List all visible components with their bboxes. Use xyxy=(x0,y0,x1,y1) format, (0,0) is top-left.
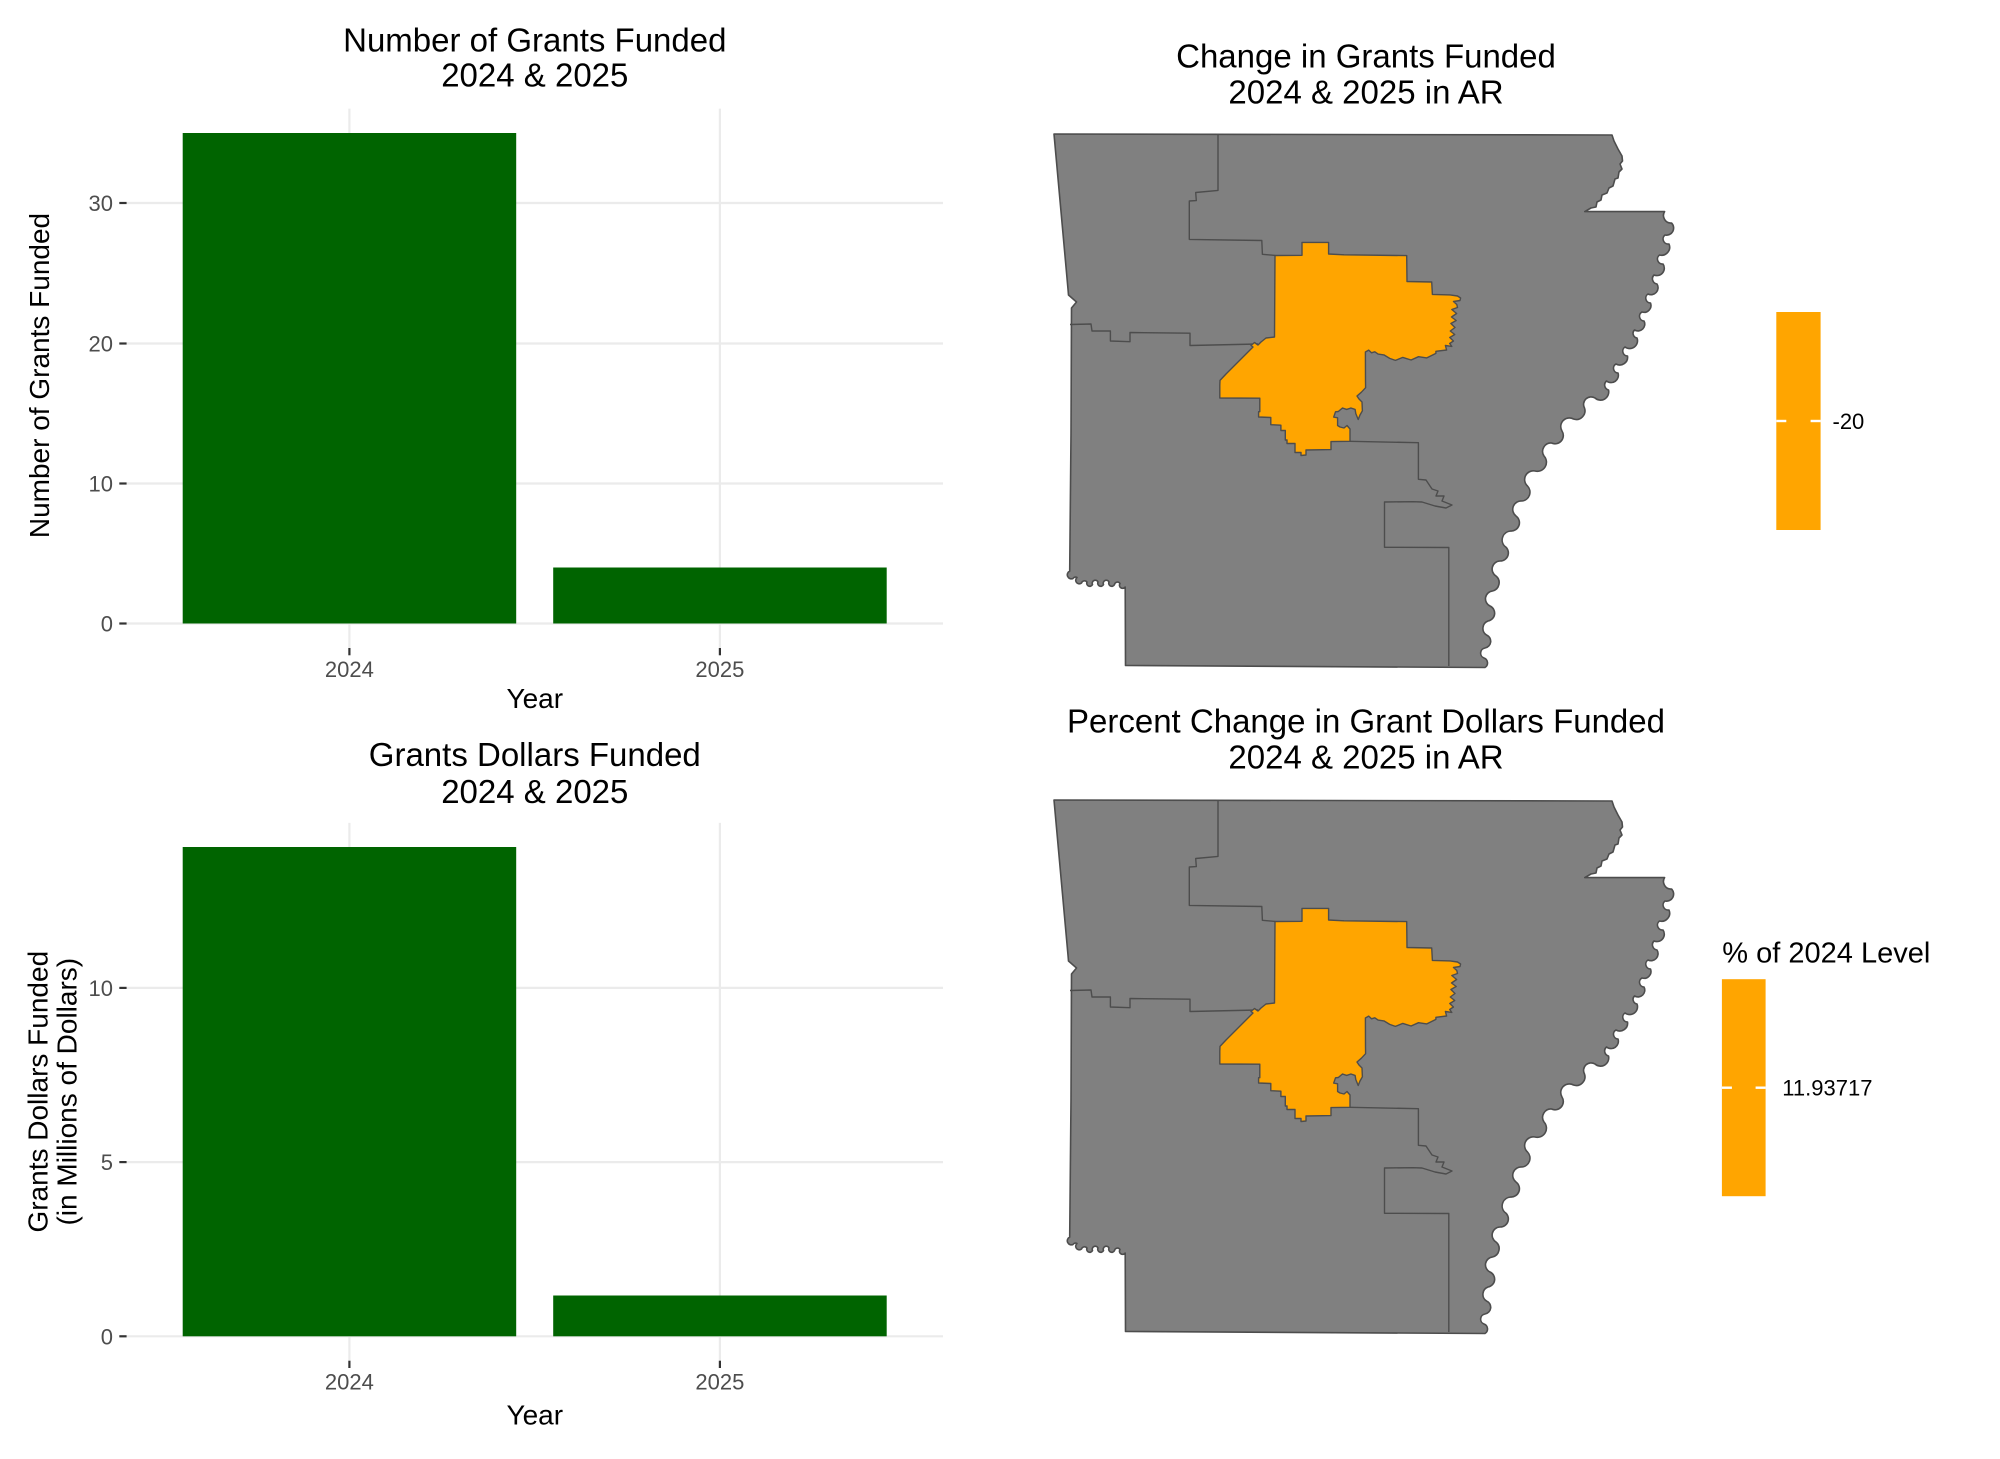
svg-text:11.93717: 11.93717 xyxy=(1782,1076,1872,1101)
svg-text:Number of Grants Funded: Number of Grants Funded xyxy=(24,213,55,538)
svg-text:10: 10 xyxy=(89,976,113,1001)
svg-text:30: 30 xyxy=(89,191,113,216)
svg-text:Grants Dollars Funded: Grants Dollars Funded xyxy=(369,736,701,773)
svg-text:0: 0 xyxy=(101,1324,113,1349)
svg-text:Year: Year xyxy=(507,1399,564,1430)
svg-text:5: 5 xyxy=(101,1150,113,1175)
svg-text:(in Millions of Dollars): (in Millions of Dollars) xyxy=(52,958,83,1226)
svg-text:% of 2024 Level: % of 2024 Level xyxy=(1722,937,1930,969)
svg-text:Number of Grants Funded: Number of Grants Funded xyxy=(343,21,726,58)
svg-text:10: 10 xyxy=(89,472,113,497)
svg-text:Percent Change in Grant Dollar: Percent Change in Grant Dollars Funded xyxy=(1067,703,1665,740)
svg-text:Change in Grants Funded: Change in Grants Funded xyxy=(1176,37,1556,74)
svg-text:Grants Dollars Funded: Grants Dollars Funded xyxy=(23,951,54,1233)
svg-text:2024 & 2025: 2024 & 2025 xyxy=(441,773,628,810)
svg-text:2024 & 2025: 2024 & 2025 xyxy=(441,56,628,93)
svg-text:2024 & 2025 in AR: 2024 & 2025 in AR xyxy=(1228,74,1503,111)
svg-text:2025: 2025 xyxy=(695,657,744,682)
svg-text:2024 & 2025 in AR: 2024 & 2025 in AR xyxy=(1228,739,1503,776)
svg-text:-20: -20 xyxy=(1833,409,1865,434)
svg-text:2024: 2024 xyxy=(325,1370,374,1395)
svg-text:20: 20 xyxy=(89,332,113,357)
svg-text:2025: 2025 xyxy=(695,1370,744,1395)
svg-text:0: 0 xyxy=(101,612,113,637)
svg-text:2024: 2024 xyxy=(325,657,374,682)
svg-text:Year: Year xyxy=(507,683,564,714)
